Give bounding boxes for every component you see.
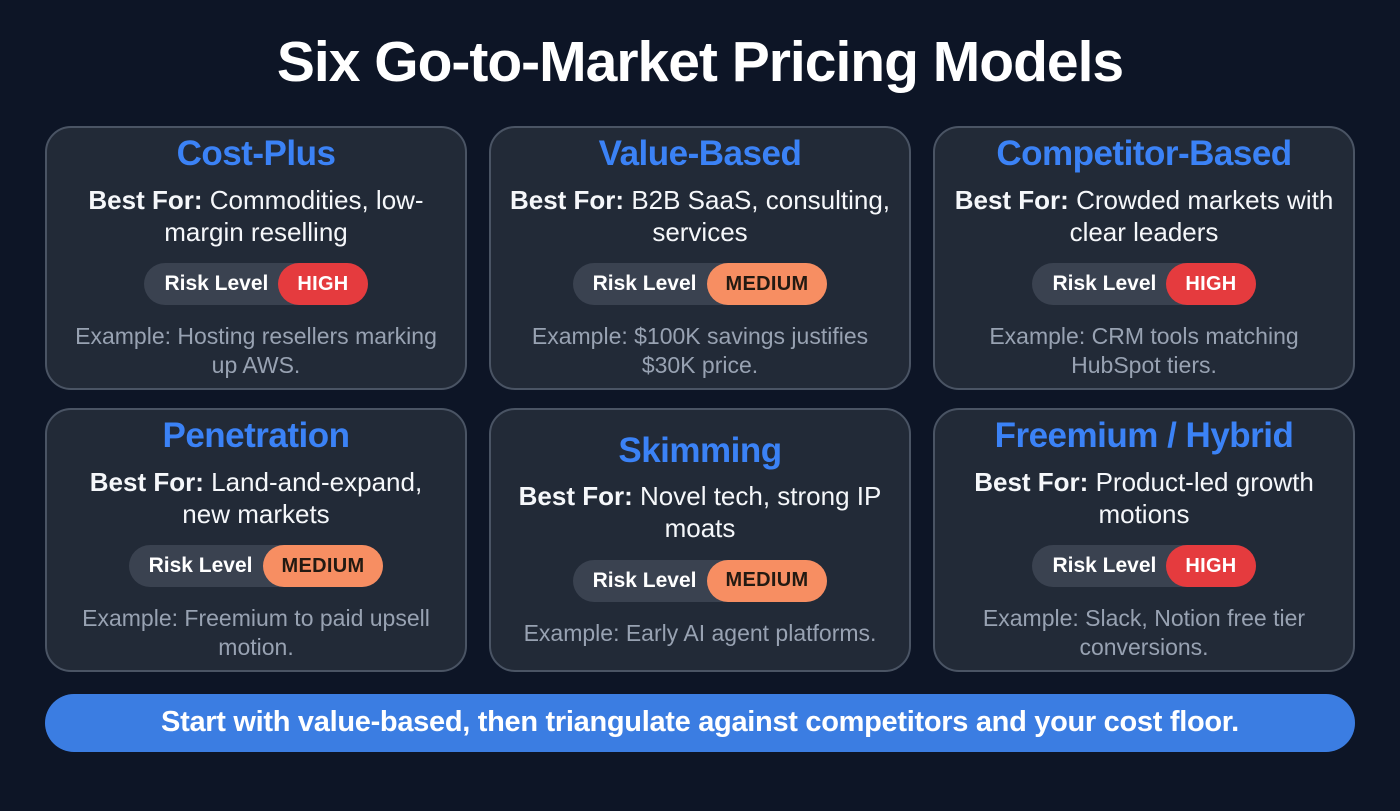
best-for-text: Best For: Novel tech, strong IP moats [507,481,893,544]
risk-level-label: Risk Level [1052,554,1157,578]
risk-level-label: Risk Level [592,568,697,592]
best-for-text: Best For: Commodities, low-margin resell… [63,185,449,248]
risk-level-pill: Risk Level MEDIUM [572,559,828,602]
pricing-model-card: Freemium / Hybrid Best For: Product-led … [933,407,1355,672]
risk-level-pill: Risk Level MEDIUM [128,545,384,588]
risk-level-badge: HIGH [1166,545,1256,588]
risk-level-label: Risk Level [164,272,269,296]
risk-level-badge: MEDIUM [706,263,828,306]
best-for-label: Best For: [974,466,1089,497]
risk-level-label: Risk Level [1052,272,1157,296]
risk-level-pill: Risk Level MEDIUM [572,263,828,306]
risk-level-badge: HIGH [1166,263,1256,306]
example-text: Example: Hosting resellers marking up AW… [75,323,437,379]
best-for-label: Best For: [509,184,625,215]
best-for-label: Best For: [89,466,204,497]
risk-level-pill: Risk Level HIGH [1032,545,1256,588]
best-for-label: Best For: [518,481,633,512]
best-for-value: Crowded markets with clear leaders [1069,184,1334,247]
example-text: Example: $100K savings justifies $30K pr… [531,323,869,379]
pricing-model-card: Penetration Best For: Land-and-expand, n… [45,407,467,672]
takeaway-banner: Start with value-based, then triangulate… [45,693,1355,752]
best-for-value: Land-and-expand, new markets [182,466,423,529]
best-for-value: Novel tech, strong IP moats [640,481,882,543]
risk-level-label: Risk Level [148,554,253,578]
best-for-text: Best For: Land-and-expand, new markets [63,467,449,530]
example-text: Example: Freemium to paid upsell motion. [82,605,430,661]
best-for-text: Best For: Crowded markets with clear lea… [951,185,1337,248]
page-title: Six Go-to-Market Pricing Models [276,30,1124,94]
example-text: Example: Early AI agent platforms. [523,619,877,646]
example-text: Example: Slack, Notion free tier convers… [982,605,1306,661]
pricing-model-card: Cost-Plus Best For: Commodities, low-mar… [45,125,467,390]
pricing-model-card: Competitor-Based Best For: Crowded marke… [933,125,1355,390]
risk-level-pill: Risk Level HIGH [144,263,368,306]
best-for-text: Best For: B2B SaaS, consulting, services [507,185,893,248]
best-for-value: Commodities, low-margin reselling [164,184,424,247]
card-title: Skimming [618,430,782,470]
best-for-text: Best For: Product-led growth motions [951,467,1337,530]
card-title: Value-Based [598,134,802,174]
pricing-model-card: Skimming Best For: Novel tech, strong IP… [489,407,911,672]
risk-level-pill: Risk Level HIGH [1032,263,1256,306]
risk-level-badge: MEDIUM [706,559,828,602]
best-for-value: B2B SaaS, consulting, services [631,184,891,247]
takeaway-text: Start with value-based, then triangulate… [161,706,1239,739]
example-text: Example: CRM tools matching HubSpot tier… [989,323,1299,379]
card-title: Freemium / Hybrid [994,416,1294,456]
pricing-model-card: Value-Based Best For: B2B SaaS, consulti… [489,125,911,390]
cards-grid: Cost-Plus Best For: Commodities, low-mar… [0,125,1400,672]
card-title: Penetration [162,416,350,456]
best-for-label: Best For: [88,184,203,215]
card-title: Competitor-Based [996,134,1292,174]
risk-level-label: Risk Level [592,272,697,296]
best-for-label: Best For: [954,184,1069,215]
best-for-value: Product-led growth motions [1095,466,1314,529]
risk-level-badge: HIGH [278,263,368,306]
risk-level-badge: MEDIUM [262,545,384,588]
card-title: Cost-Plus [176,134,336,174]
